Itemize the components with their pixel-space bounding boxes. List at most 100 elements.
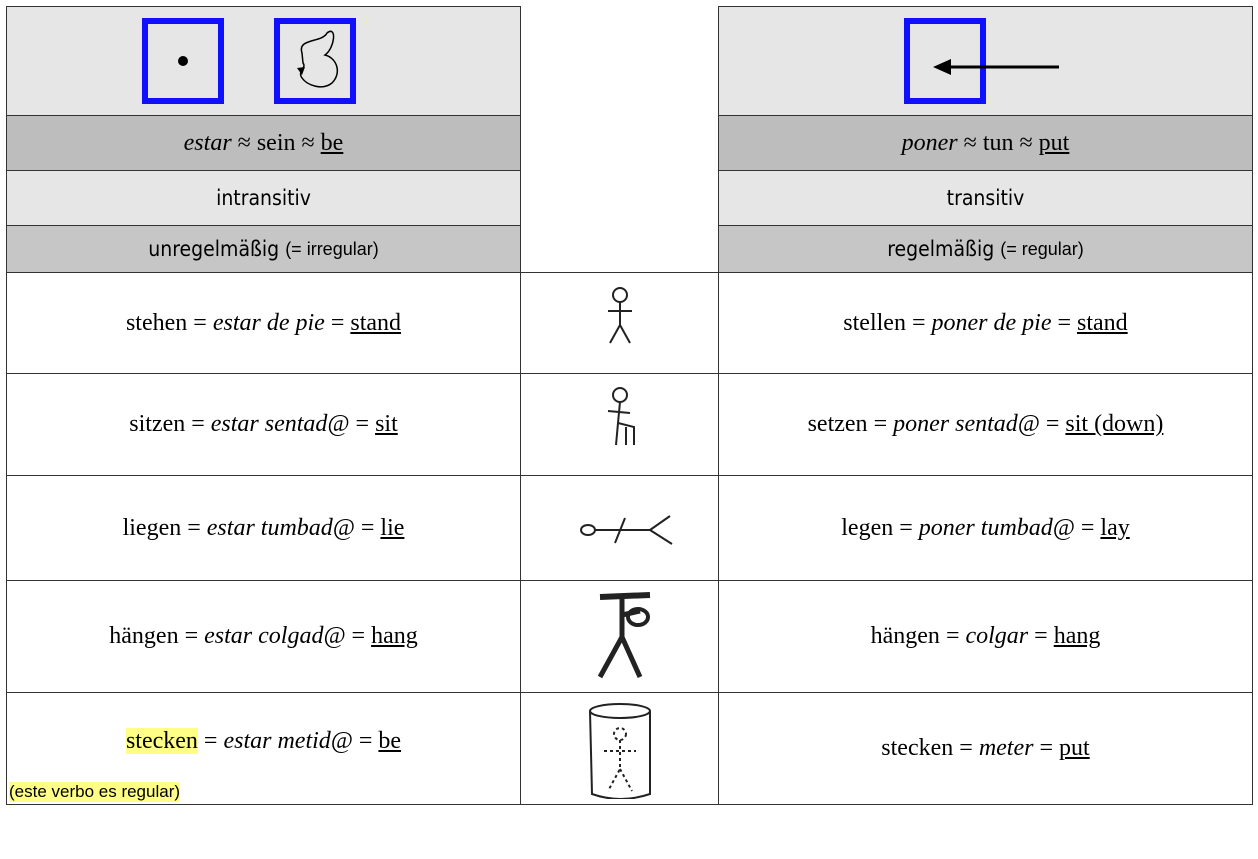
verb-cell: setzen = poner sentad@ = sit (down) (718, 373, 1253, 476)
symbol: ≈ (301, 129, 315, 156)
spanish: poner de pie (931, 309, 1052, 336)
verb-cell: hängen = colgar = hang (718, 580, 1253, 693)
german: stellen (843, 309, 906, 336)
symbol: = (355, 411, 370, 437)
symbol: ≈ (1019, 129, 1033, 156)
verb-cell: estar ≈ sein ≈ be (6, 115, 521, 171)
spanish: colgar (965, 623, 1029, 649)
english: put (1059, 735, 1090, 761)
verb-line: setzen = poner sentad@ = sit (down) (808, 411, 1164, 438)
picture-cell (520, 373, 719, 476)
verb-cell: hängen = estar colgad@ = hang (6, 580, 521, 693)
symbol: = (330, 309, 345, 336)
verb-line: hängen = estar colgad@ = hang (109, 623, 417, 650)
symbol: = (358, 728, 373, 754)
stick-figure (607, 386, 635, 445)
german: legen (841, 514, 894, 541)
figure (607, 287, 632, 344)
figure (579, 515, 673, 545)
symbol: = (184, 623, 199, 649)
symbol: = (1057, 309, 1072, 336)
stick-figure (607, 287, 632, 344)
figure (588, 702, 651, 799)
german: hängen (109, 623, 179, 649)
stick-figure (588, 702, 651, 799)
regularity-cell: regelmäßig (= regular) (718, 225, 1253, 273)
picture-cell (520, 580, 719, 693)
figure (597, 591, 650, 678)
verb-cell: stellen = poner de pie = stand (718, 272, 1253, 374)
symbol: = (1039, 735, 1054, 761)
verb-cell: stecken = meter = put (718, 692, 1253, 805)
verb-line: sitzen = estar sentad@ = sit (129, 411, 398, 438)
verb-line: hängen = colgar = hang (871, 623, 1101, 650)
symbol: = (191, 411, 205, 437)
spanish: estar sentad@ (210, 411, 350, 437)
german: setzen (807, 411, 868, 437)
symbol: = (945, 623, 960, 649)
figure (607, 386, 635, 445)
picture-cell (520, 475, 719, 581)
spanish: meter (978, 735, 1034, 761)
english: lay (1100, 514, 1130, 541)
english: lie (380, 514, 405, 541)
verb-cell: sitzen = estar sentad@ = sit (6, 373, 521, 476)
regularity-cell: unregelmäßig (= irregular) (6, 225, 521, 273)
german: sitzen (129, 411, 186, 437)
note: (este verbo es regular) (9, 782, 181, 802)
symbol: = (351, 623, 366, 649)
verb-line: stecken = meter = put (881, 735, 1089, 762)
german: hängen (870, 623, 940, 649)
symbol: = (959, 735, 973, 761)
stick-figure (597, 591, 650, 678)
regularity-note: (= regular) (1000, 238, 1084, 259)
symbol: = (360, 514, 375, 541)
spanish: estar tumbad@ (206, 514, 355, 541)
english: sit (down) (1065, 411, 1164, 437)
verb: poner (901, 129, 958, 156)
english: be (320, 129, 344, 156)
symbol: ≈ (963, 129, 977, 156)
icons (142, 18, 356, 104)
english: hang (1053, 623, 1101, 649)
type-cell: transitiv (718, 170, 1253, 226)
verb-cell: liegen = estar tumbad@ = lie (6, 475, 521, 581)
spanish: estar colgad@ (204, 623, 346, 649)
spanish: estar de pie (212, 309, 325, 336)
symbol: = (873, 411, 888, 437)
symbol: = (187, 514, 201, 541)
german: stecken (125, 728, 198, 754)
verb: estar (183, 129, 232, 156)
regularity: regelmäßig (887, 237, 995, 261)
verb-cell: legen = poner tumbad@ = lay (718, 475, 1253, 581)
english: sit (375, 411, 398, 437)
spanish: poner tumbad@ (918, 514, 1075, 541)
type: intransitiv (216, 186, 311, 210)
symbol: = (899, 514, 913, 541)
symbol: = (911, 309, 926, 336)
icon-cell (718, 6, 1253, 116)
english: be (378, 728, 402, 754)
german: sein (256, 129, 296, 156)
english: hang (371, 623, 418, 649)
picture-cell (520, 692, 719, 805)
german: stehen (125, 309, 188, 336)
german: stecken (881, 735, 954, 761)
german: liegen (122, 514, 182, 541)
symbol: = (203, 728, 218, 754)
english: stand (1077, 309, 1128, 336)
type-cell: intransitiv (6, 170, 521, 226)
symbol: = (193, 309, 207, 336)
stick-figure (579, 515, 673, 545)
verb-cell: poner ≈ tun ≈ put (718, 115, 1253, 171)
spanish: estar metid@ (223, 728, 353, 754)
verb-line: legen = poner tumbad@ = lay (841, 515, 1129, 542)
picture-cell (520, 272, 719, 374)
symbol: ≈ (237, 129, 251, 156)
spanish: poner sentad@ (893, 411, 1040, 437)
verb-cell: stecken = estar metid@ = be (este verbo es re… (6, 692, 521, 805)
english: put (1038, 129, 1070, 156)
type: transitiv (946, 186, 1025, 210)
icons (904, 18, 1059, 104)
